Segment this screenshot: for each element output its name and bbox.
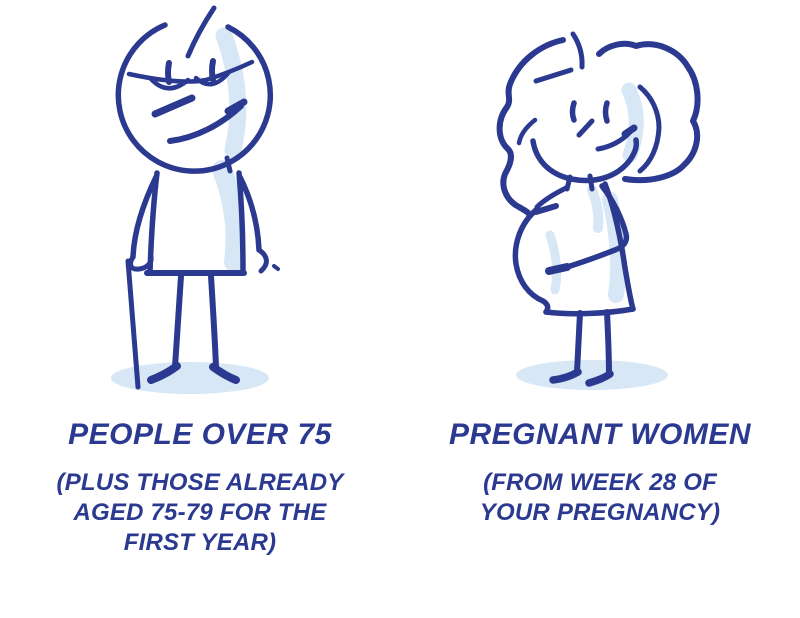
walking-cane [125, 258, 141, 390]
arm [564, 183, 630, 270]
right-subtext: (FROM WEEK 28 OF YOUR PREGNANCY) [420, 468, 780, 528]
right-eye [209, 58, 216, 83]
left-subtext-line: FIRST YEAR) [123, 528, 277, 556]
elderly-person-illustration [111, 5, 280, 394]
glasses [126, 59, 255, 91]
right-heading: PREGNANT WOMEN [449, 418, 751, 451]
smile [167, 103, 244, 144]
right-column: PREGNANT WOMEN (FROM WEEK 28 OF YOUR PRE… [400, 0, 800, 618]
left-column: PEOPLE OVER 75 (PLUS THOSE ALREADY AGED … [0, 0, 400, 558]
pregnant-woman-illustration [496, 31, 701, 390]
nose [151, 94, 196, 118]
pregnant-woman-figure-area [400, 0, 800, 405]
elderly-person-figure-area [0, 0, 400, 405]
ground-shadow [111, 362, 269, 394]
nose [576, 118, 595, 138]
right-subtext-line: YOUR PREGNANCY) [479, 498, 721, 526]
left-eye [165, 60, 172, 85]
left-subtext-line: (PLUS THOSE ALREADY [56, 468, 344, 496]
hair-tuft [570, 31, 585, 70]
right-eye [602, 100, 610, 124]
left-subtext-line: AGED 75-79 FOR THE [73, 498, 327, 526]
curly-hair [496, 31, 701, 217]
hand-on-belly [545, 263, 571, 275]
left-heading: PEOPLE OVER 75 [68, 418, 332, 451]
hair-tuft [185, 5, 217, 59]
left-subtext: (PLUS THOSE ALREADY AGED 75-79 FOR THE F… [20, 468, 380, 558]
right-subtext-line: (FROM WEEK 28 OF [483, 468, 717, 496]
left-eye [569, 100, 577, 123]
